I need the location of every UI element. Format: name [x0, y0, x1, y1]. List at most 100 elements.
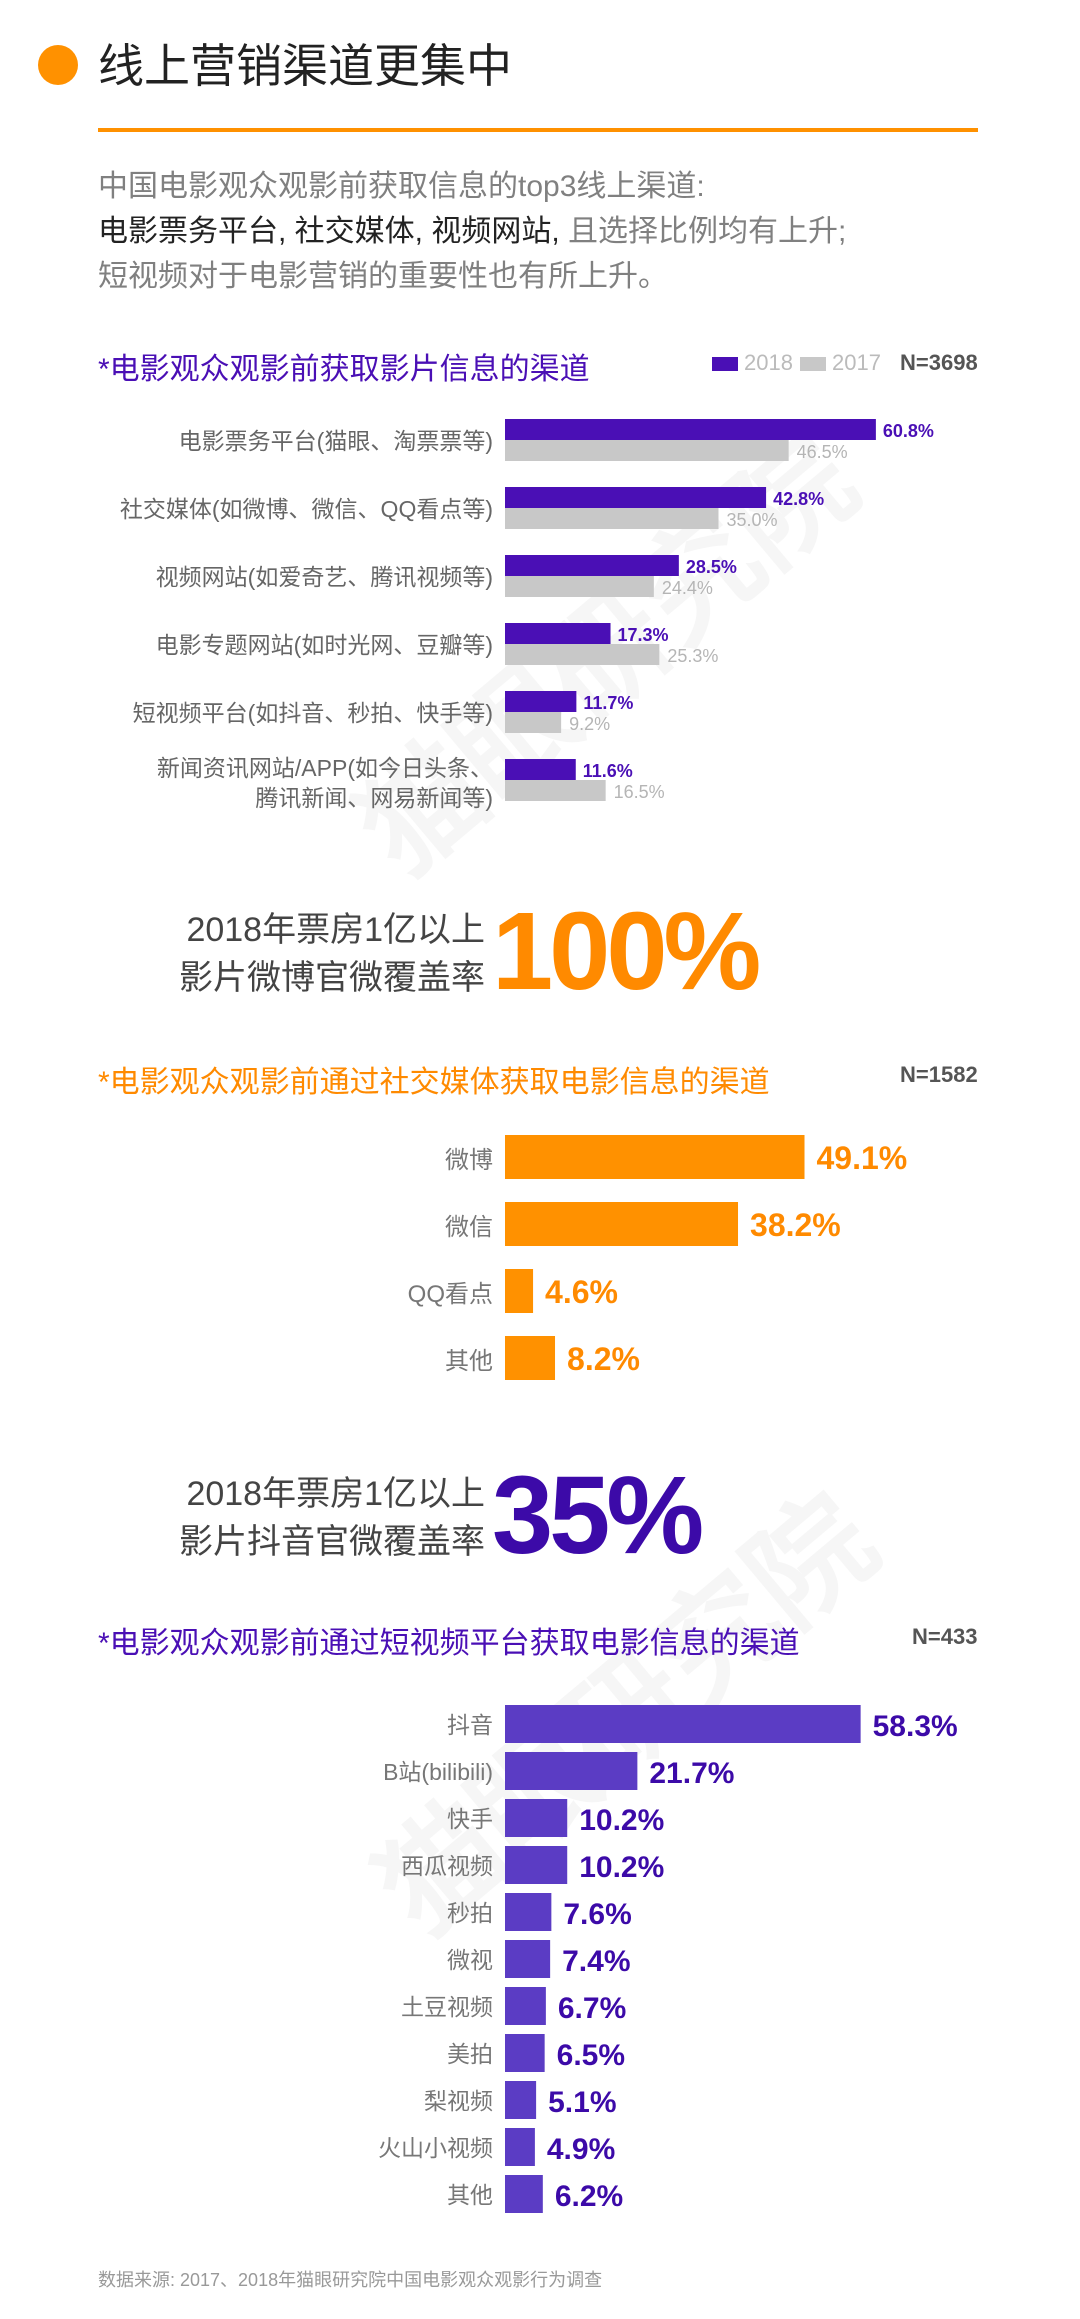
chart3-bar	[505, 2034, 545, 2072]
highlight1-value: 100%	[492, 890, 761, 1013]
chart3-category-label: 土豆视频	[401, 1994, 493, 2020]
chart2-value-label: 8.2%	[567, 1341, 640, 1377]
chart2-bar	[505, 1336, 556, 1380]
chart2-value-label: 49.1%	[817, 1140, 908, 1176]
chart1-category-label: 社交媒体(如微博、微信、QQ看点等)	[120, 496, 493, 522]
chart3-category-label: 快手	[447, 1806, 493, 1832]
chart3-bar	[505, 1752, 638, 1790]
chart3-value-label: 10.2%	[579, 1804, 664, 1837]
chart3-value-label: 5.1%	[548, 2086, 616, 2119]
chart1-bar-chart: 电影票务平台(猫眼、淘票票等) 60.8% 46.5% 社交媒体(如微博、微信、QQ看…	[120, 419, 934, 811]
chart3-value-label: 58.3%	[873, 1710, 958, 1743]
highlight2-label-line1: 2018年票房1亿以上	[186, 1475, 485, 1513]
chart3-bar	[505, 2128, 535, 2166]
highlight1-label: 2018年票房1亿以上 影片微博官微覆盖率	[140, 906, 485, 1002]
chart3-category-label: 美拍	[447, 2041, 493, 2067]
chart3-value-label: 7.4%	[562, 1945, 630, 1978]
chart3-category-label: 抖音	[447, 1712, 493, 1738]
highlight1-label-line2: 影片微博官微覆盖率	[179, 959, 485, 997]
chart1-bar-2017	[505, 576, 654, 597]
chart1-bar-2017	[505, 508, 719, 529]
chart2-n-value: N=1582	[900, 1062, 978, 1087]
chart3-title: *电影观众观影前通过短视频平台获取电影信息的渠道	[98, 1627, 800, 1660]
chart1-category-label: 电影票务平台(猫眼、淘票票等)	[179, 428, 493, 454]
chart1-value-label-2018: 60.8%	[883, 421, 934, 441]
title-divider	[98, 128, 978, 132]
chart1-category-label: 视频网站(如爱奇艺、腾讯视频等)	[156, 564, 493, 590]
chart1-value-label-2017: 16.5%	[614, 782, 665, 802]
chart1-bar-2018	[505, 419, 876, 440]
chart1-bar-2017	[505, 712, 562, 733]
chart3-category-label: 火山小视频	[378, 2135, 493, 2161]
chart3-n-value: N=433	[912, 1624, 978, 1649]
chart1-value-label-2017: 25.3%	[667, 646, 718, 666]
chart2-value-label: 4.6%	[545, 1274, 618, 1310]
chart3-category-label: B站(bilibili)	[383, 1759, 493, 1785]
chart3-value-label: 7.6%	[563, 1898, 631, 1931]
chart3-category-label: 微视	[447, 1947, 493, 1973]
chart3-value-label: 6.7%	[558, 1992, 626, 2025]
chart3-value-label: 21.7%	[649, 1757, 734, 1790]
chart2-title: *电影观众观影前通过社交媒体获取电影信息的渠道	[98, 1066, 770, 1099]
chart1-bar-2017	[505, 780, 606, 801]
chart1-bar-2018	[505, 759, 576, 780]
chart1-bar-2018	[505, 623, 611, 644]
intro-line-1: 中国电影观众观影前获取信息的top3线上渠道:	[98, 170, 705, 203]
chart1-value-label-2018: 17.3%	[618, 625, 669, 645]
highlight2-label-line2: 影片抖音官微覆盖率	[179, 1523, 485, 1561]
legend-label-2017: 2017	[832, 350, 881, 375]
data-source-footer: 数据来源: 2017、2018年猫眼研究院中国电影观众观影行为调查	[98, 2270, 603, 2290]
chart3-bar	[505, 1799, 568, 1837]
chart2-bar	[505, 1202, 739, 1246]
chart2-bar-chart: 微博 49.1% 微信 38.2% QQ看点 4.6% 其他 8.2%	[408, 1135, 908, 1380]
chart1-value-label-2017: 24.4%	[662, 578, 713, 598]
chart1-bar-2018	[505, 487, 767, 508]
chart3-bar	[505, 1705, 861, 1743]
chart2-category-label: QQ看点	[408, 1281, 493, 1308]
chart1-category-label: 短视频平台(如抖音、秒拍、快手等)	[133, 700, 493, 726]
chart2-category-label: 其他	[445, 1348, 493, 1375]
chart2-bar	[505, 1269, 534, 1313]
chart1-title: *电影观众观影前获取影片信息的渠道	[98, 353, 590, 386]
legend-swatch-2018	[712, 357, 738, 372]
legend-2017: 2017	[800, 350, 881, 376]
title-dot-icon	[38, 45, 78, 85]
chart1-bar-2018	[505, 555, 679, 576]
intro-line-3: 短视频对于电影营销的重要性也有所上升。	[98, 260, 668, 293]
chart3-value-label: 6.2%	[555, 2180, 623, 2213]
chart3-value-label: 6.5%	[557, 2039, 625, 2072]
chart1-value-label-2018: 28.5%	[686, 557, 737, 577]
chart1-value-label-2017: 46.5%	[797, 442, 848, 462]
chart1-category-label: 电影专题网站(如时光网、豆瓣等)	[156, 632, 493, 658]
chart1-category-label: 新闻资讯网站/APP(如今日头条、	[157, 755, 493, 781]
legend-label-2018: 2018	[744, 350, 793, 375]
intro-line-2-rest: 且选择比例均有上升;	[568, 215, 847, 248]
chart1-value-label-2018: 11.7%	[583, 693, 633, 713]
chart3-bar	[505, 1893, 552, 1931]
chart1-bar-2017	[505, 440, 789, 461]
chart3-value-label: 10.2%	[579, 1851, 664, 1884]
chart1-category-label: 腾讯新闻、网易新闻等)	[255, 785, 493, 811]
chart3-category-label: 秒拍	[447, 1900, 493, 1926]
chart1-value-label-2018: 11.6%	[583, 761, 633, 781]
chart2-category-label: 微信	[445, 1214, 493, 1241]
chart1-bar-2017	[505, 644, 660, 665]
chart3-category-label: 梨视频	[424, 2088, 493, 2114]
legend-2018: 2018	[712, 350, 793, 376]
intro-line-2-highlight: 电影票务平台, 社交媒体, 视频网站,	[98, 215, 569, 248]
chart3-category-label: 其他	[447, 2182, 493, 2208]
highlight2-value: 35%	[492, 1454, 704, 1577]
chart3-value-label: 4.9%	[547, 2133, 615, 2166]
chart2-category-label: 微博	[445, 1147, 493, 1174]
chart3-bar	[505, 2175, 543, 2213]
page-title: 线上营销渠道更集中	[98, 40, 512, 92]
chart3-bar	[505, 1940, 551, 1978]
chart1-value-label-2017: 35.0%	[727, 510, 778, 530]
highlight1-label-line1: 2018年票房1亿以上	[186, 911, 485, 949]
chart3-bar	[505, 1987, 546, 2025]
intro-line-2: 电影票务平台, 社交媒体, 视频网站, 且选择比例均有上升;	[98, 210, 846, 254]
chart1-value-label-2018: 42.8%	[773, 489, 824, 509]
chart2-bar	[505, 1135, 805, 1179]
highlight2-label: 2018年票房1亿以上 影片抖音官微覆盖率	[140, 1470, 485, 1566]
chart3-bar	[505, 1846, 568, 1884]
